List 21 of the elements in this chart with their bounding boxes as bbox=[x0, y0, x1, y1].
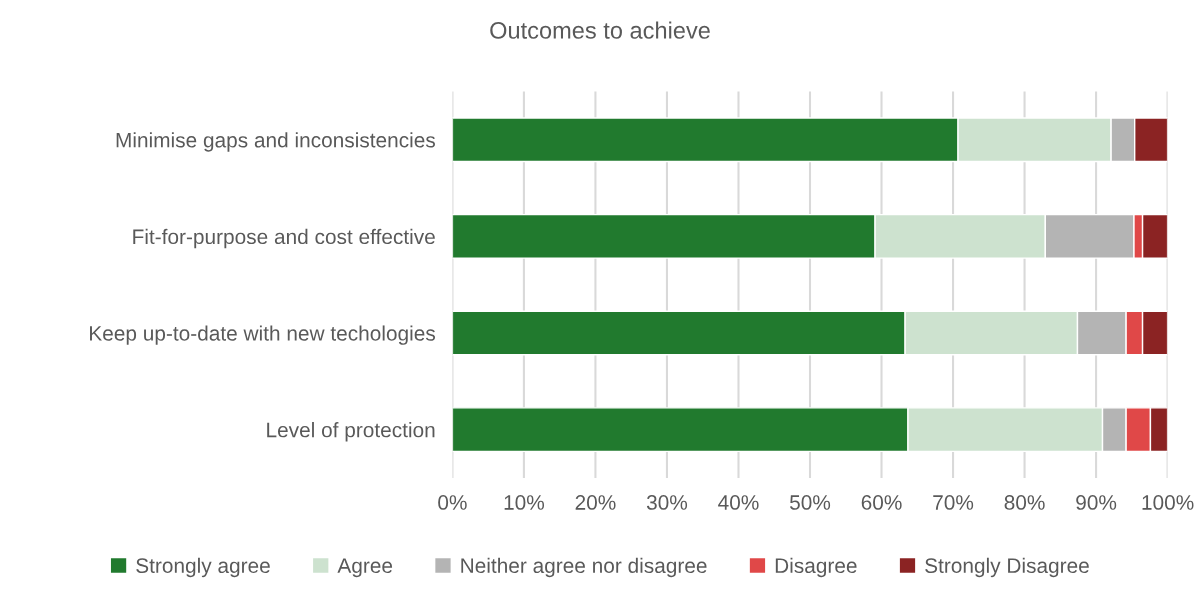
x-tick-label: 60% bbox=[861, 495, 902, 510]
x-tick-label: 20% bbox=[575, 495, 616, 510]
x-tick-label: 70% bbox=[933, 495, 974, 510]
x-tick-label: 50% bbox=[789, 495, 831, 510]
legend-label: Strongly agree bbox=[136, 557, 270, 578]
chart-title: Outcomes to achieve bbox=[490, 21, 710, 39]
y-tick-label: Level of protection bbox=[267, 422, 435, 442]
legend-label: Agree bbox=[337, 558, 393, 578]
legend-label: Strongly Disagree bbox=[925, 557, 1089, 578]
x-tick-label: 40% bbox=[718, 495, 759, 510]
x-tick-label: 90% bbox=[1076, 495, 1117, 510]
legend-label: Neither agree nor disagree bbox=[461, 557, 707, 578]
y-tick-label: Keep up-to-date with new techologies bbox=[90, 325, 436, 345]
x-tick-label: 100% bbox=[1142, 495, 1194, 510]
x-tick-label: 0% bbox=[438, 495, 467, 510]
y-tick-label: Fit-for-purpose and cost effective bbox=[133, 228, 435, 249]
y-tick-label: Minimise gaps and inconsistencies bbox=[116, 132, 435, 152]
legend-label: Disagree bbox=[775, 557, 857, 578]
x-tick-label: 80% bbox=[1004, 495, 1045, 510]
x-tick-label: 30% bbox=[646, 495, 688, 510]
x-tick-label: 10% bbox=[504, 495, 545, 510]
